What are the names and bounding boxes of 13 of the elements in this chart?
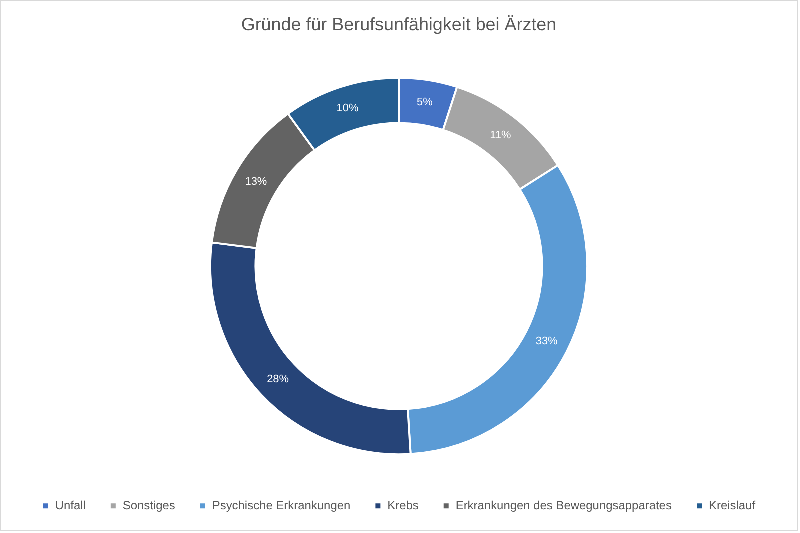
data-label: 10% xyxy=(336,102,359,115)
legend-label: Krebs xyxy=(388,498,419,512)
data-label: 13% xyxy=(245,176,268,188)
data-label: 11% xyxy=(490,129,512,142)
chart-title: Gründe für Berufsunfähigkeit bei Ärzten xyxy=(241,14,557,35)
legend-label: Psychische Erkrankungen xyxy=(212,498,351,512)
legend-label: Sonstiges xyxy=(122,498,176,512)
data-label: 33% xyxy=(536,336,558,348)
data-label: 28% xyxy=(267,374,290,386)
data-label: 5% xyxy=(417,96,434,109)
legend-label: Erkrankungen des Bewegungsapparates xyxy=(456,498,672,512)
legend-label: Unfall xyxy=(55,498,86,512)
legend-label: Kreislauf xyxy=(709,498,756,512)
